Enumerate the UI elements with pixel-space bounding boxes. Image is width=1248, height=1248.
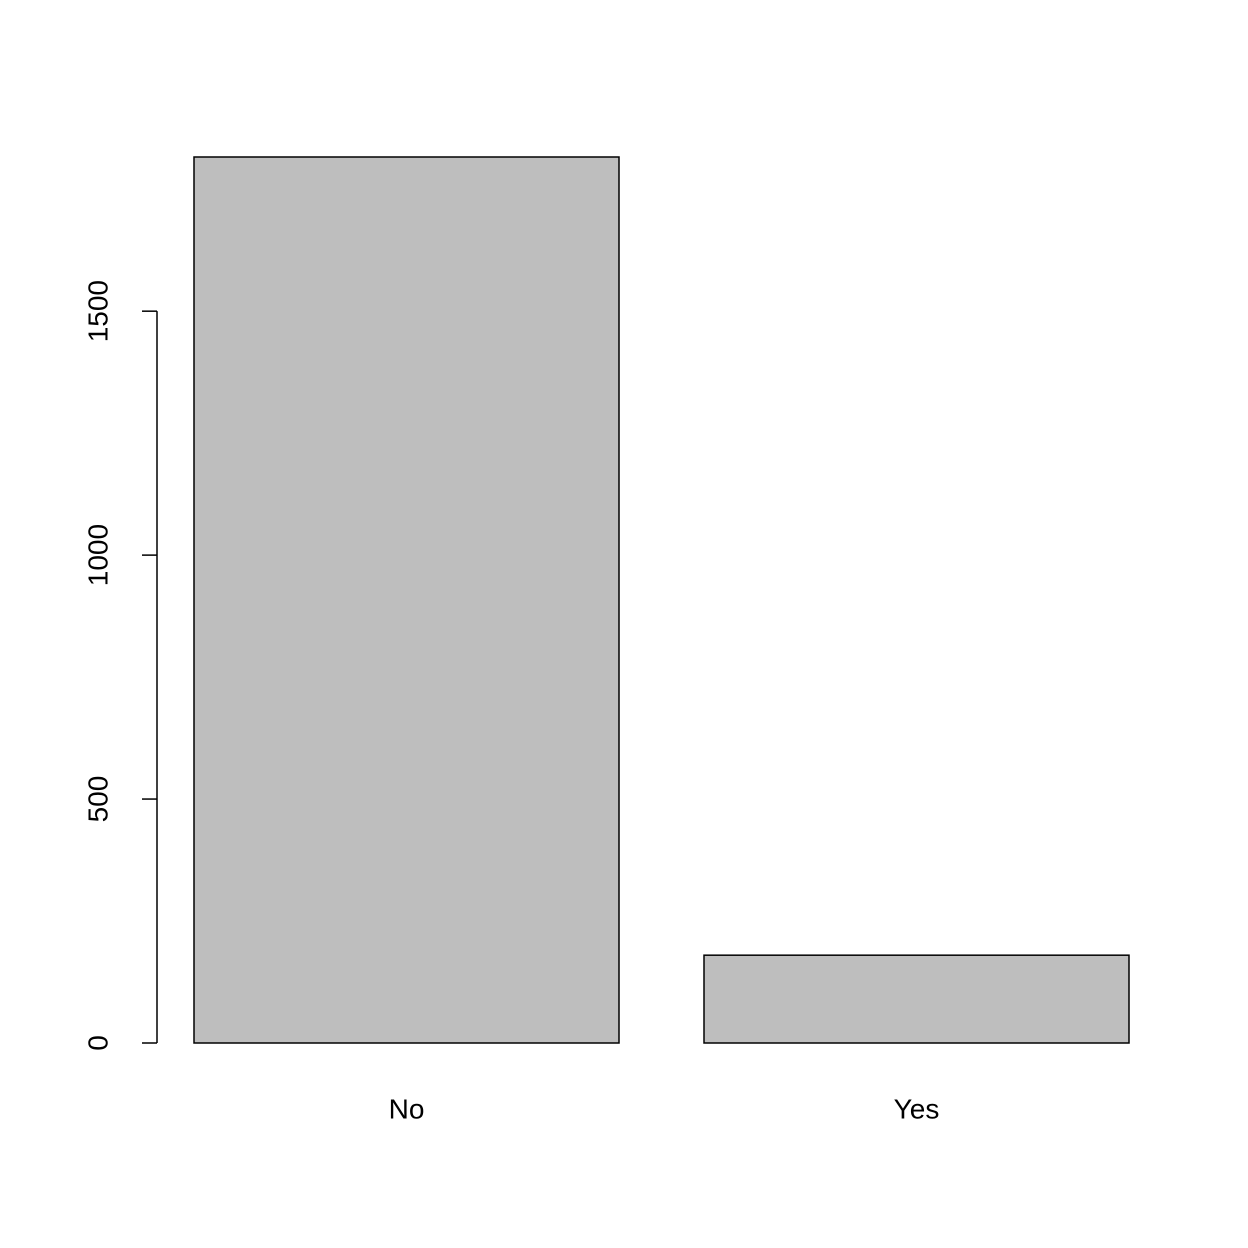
bar: [703, 954, 1130, 1044]
x-tick-label: No: [389, 1093, 425, 1124]
y-tick-label: 0: [82, 1035, 113, 1051]
y-tick-label: 1500: [82, 280, 113, 342]
y-tick-label: 1000: [82, 524, 113, 586]
bar: [193, 156, 620, 1044]
x-tick-label: Yes: [894, 1093, 940, 1124]
y-tick-label: 500: [82, 776, 113, 823]
